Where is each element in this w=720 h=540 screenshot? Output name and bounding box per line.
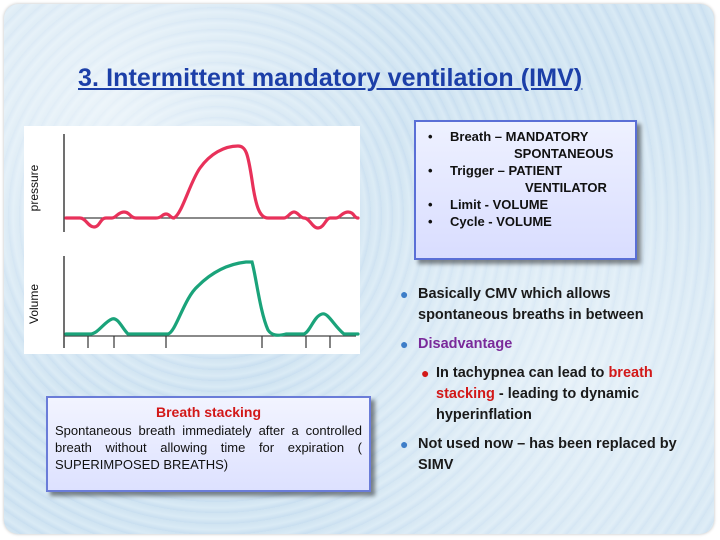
param-label: Breath – MANDATORY [450, 129, 589, 144]
sub-bullet-item: ● In tachypnea can lead to breath stacki… [421, 363, 698, 426]
waveform-svg: pressure Volume [27, 134, 360, 348]
param-continuation: VENTILATOR [525, 180, 607, 195]
waveform-graph: pressure Volume [24, 126, 360, 354]
breath-stacking-definition: Spontaneous breath immediately after a c… [55, 423, 362, 472]
bullet-dot-icon: ● [400, 436, 409, 452]
sub-bullet-dot-icon: ● [421, 365, 430, 381]
bullet-item: ● Not used now – has been replaced by SI… [398, 434, 698, 476]
bullet-text: Basically CMV which allows spontaneous b… [418, 286, 644, 323]
bullet-item: ● Disadvantage [398, 334, 698, 355]
main-bullet-list: ● Basically CMV which allows spontaneous… [398, 284, 698, 484]
volume-waveform [64, 260, 360, 337]
pressure-axis-label: pressure [27, 164, 41, 211]
param-label: Trigger – PATIENT [450, 163, 563, 178]
breath-stacking-title: Breath stacking [155, 404, 262, 420]
bullet-item: ● Basically CMV which allows spontaneous… [398, 284, 698, 326]
volume-axis-label: Volume [27, 284, 41, 324]
breath-stacking-box: Breath stacking Spontaneous breath immed… [46, 396, 371, 492]
bullet-text: Not used now – has been replaced by SIMV [418, 436, 677, 473]
sub-bullet-text-pre: In tachypnea can lead to [436, 365, 609, 381]
pressure-waveform [64, 144, 360, 230]
param-item: Cycle - VOLUME [428, 213, 631, 230]
param-label: Cycle - VOLUME [450, 214, 552, 229]
slide-title: 3. Intermittent mandatory ventilation (I… [78, 64, 583, 92]
bullet-heading-disadvantage: Disadvantage [418, 336, 513, 352]
bullet-dot-icon: ● [400, 336, 409, 352]
sub-bullet-text-post: - leading to dynamic hyperinflation [436, 386, 640, 423]
param-item: Breath – MANDATORY SPONTANEOUS [428, 128, 631, 162]
param-continuation: SPONTANEOUS [514, 146, 614, 161]
param-label: Limit - VOLUME [450, 197, 549, 212]
sub-bullet-highlight: breath stacking [436, 365, 653, 402]
bullet-dot-icon: ● [400, 286, 409, 302]
param-item: Trigger – PATIENT VENTILATOR [428, 162, 631, 196]
ventilation-parameters-box: Breath – MANDATORY SPONTANEOUS Trigger –… [414, 120, 637, 260]
param-item: Limit - VOLUME [428, 196, 631, 213]
time-ticks [87, 336, 331, 348]
